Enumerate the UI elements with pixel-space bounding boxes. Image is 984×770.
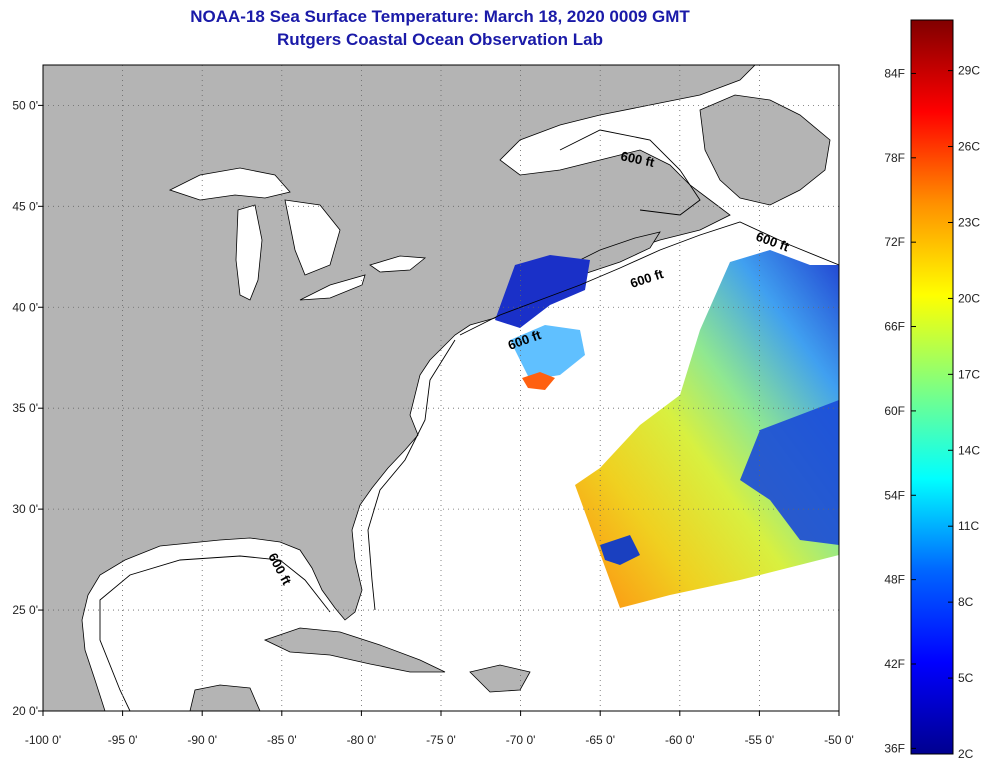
contour-600ft-southeast xyxy=(367,339,456,611)
colorbar-c-label: 14C xyxy=(958,443,980,457)
sst-cold-water-east xyxy=(740,400,839,545)
lake-ontario xyxy=(369,255,427,273)
sst-swath-gulf-of-maine xyxy=(495,255,590,328)
lake-huron xyxy=(284,199,341,276)
colorbar-fahrenheit-labels: 36F 42F 48F 54F 60F 66F 72F 78F 84F xyxy=(884,66,916,755)
land-yucatan xyxy=(189,684,261,711)
colorbar-c-label: 11C xyxy=(958,519,979,533)
land-newfoundland xyxy=(699,94,831,206)
colorbar-f-label: 78F xyxy=(884,151,905,165)
colorbar-c-label: 8C xyxy=(958,595,974,609)
colorbar-c-label: 5C xyxy=(958,671,974,685)
contour-600ft-gulf xyxy=(99,555,331,711)
lon-tick-label: -90 0' xyxy=(187,733,217,747)
colorbar-c-label: 17C xyxy=(958,367,980,381)
colorbar-c-label: 23C xyxy=(958,215,980,229)
colorbar-c-label: 29C xyxy=(958,64,980,78)
lat-tick-label: 25 0' xyxy=(12,603,38,617)
lon-tick-label: -65 0' xyxy=(585,733,615,747)
lake-superior xyxy=(168,167,291,201)
lon-tick-label: -100 0' xyxy=(25,733,61,747)
lake-michigan xyxy=(235,204,263,301)
colorbar-c-label: 20C xyxy=(958,291,980,305)
map-title: NOAA-18 Sea Surface Temperature: March 1… xyxy=(190,7,690,26)
colorbar-f-label: 42F xyxy=(884,657,905,671)
lat-tick-label: 35 0' xyxy=(12,401,38,415)
graticule xyxy=(38,65,840,716)
sst-swath-slope xyxy=(510,325,585,380)
map-frame xyxy=(42,64,840,712)
land-cuba xyxy=(263,627,446,673)
latitude-labels: 20 0' 25 0' 30 0' 35 0' 40 0' 45 0' 50 0' xyxy=(12,98,38,718)
lat-tick-label: 20 0' xyxy=(12,704,38,718)
lon-tick-label: -50 0' xyxy=(824,733,854,747)
colorbar-f-label: 84F xyxy=(884,66,905,80)
colorbar-f-label: 48F xyxy=(884,573,905,587)
lon-tick-label: -60 0' xyxy=(665,733,695,747)
sst-warm-patch xyxy=(522,372,555,390)
sst-swath-main xyxy=(575,250,839,608)
map-subtitle: Rutgers Coastal Ocean Observation Lab xyxy=(277,30,603,49)
lon-tick-label: -75 0' xyxy=(426,733,456,747)
lat-tick-label: 45 0' xyxy=(12,199,38,213)
land-hispaniola xyxy=(469,664,531,693)
lon-tick-label: -55 0' xyxy=(745,733,775,747)
lat-tick-label: 50 0' xyxy=(12,98,38,112)
lon-tick-label: -95 0' xyxy=(108,733,138,747)
lon-tick-label: -85 0' xyxy=(267,733,297,747)
longitude-labels: -100 0' -95 0' -90 0' -85 0' -80 0' -75 0' -70… xyxy=(25,733,854,747)
land-north-america xyxy=(43,65,756,711)
colorbar-c-label: 2C xyxy=(958,747,974,761)
colorbar-f-label: 66F xyxy=(884,320,905,334)
colorbar-f-label: 36F xyxy=(884,741,905,755)
sst-cold-patch-south xyxy=(600,535,640,565)
lat-tick-label: 40 0' xyxy=(12,300,38,314)
colorbar xyxy=(910,19,954,755)
contour-label: 600 ft xyxy=(619,148,656,170)
colorbar-f-label: 72F xyxy=(884,235,905,249)
colorbar-celsius-labels: 2C 5C 8C 11C 14C 17C 20C 23C 26C 29C xyxy=(948,64,980,761)
lake-erie xyxy=(299,274,366,301)
colorbar-f-label: 54F xyxy=(884,488,905,502)
contour-600ft-atlantic xyxy=(459,221,839,336)
colorbar-f-label: 60F xyxy=(884,404,905,418)
lat-tick-label: 30 0' xyxy=(12,502,38,516)
lon-tick-label: -80 0' xyxy=(347,733,377,747)
colorbar-c-label: 26C xyxy=(958,140,980,154)
lon-tick-label: -70 0' xyxy=(506,733,536,747)
